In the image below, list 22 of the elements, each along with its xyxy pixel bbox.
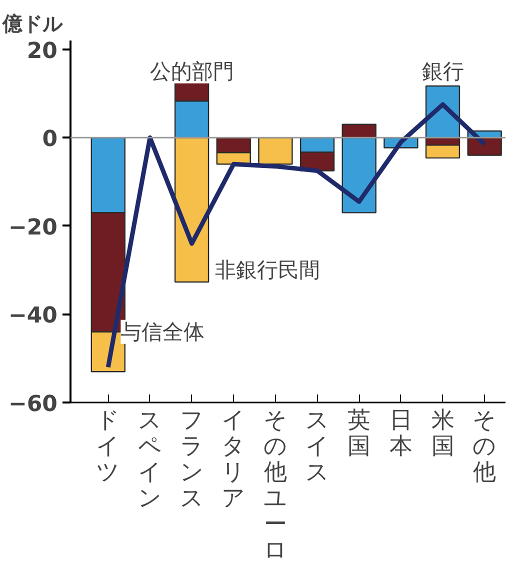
y-axis-title: 億ドル bbox=[2, 12, 64, 36]
x-tick-label: スイス bbox=[305, 408, 330, 486]
y-tick-label: −40 bbox=[8, 304, 58, 329]
x-tick-label: その他ユーロ bbox=[263, 408, 288, 564]
x-tick-label: スペイン bbox=[138, 408, 162, 512]
x-tick-label: ドイツ bbox=[96, 408, 120, 486]
x-tick-label: その他 bbox=[472, 408, 497, 486]
y-tick-label: 20 bbox=[26, 38, 58, 64]
x-tick-label: 米国 bbox=[431, 408, 454, 460]
series-label: 銀行 bbox=[422, 59, 464, 84]
bar bbox=[258, 137, 293, 165]
x-tick-label: 日本 bbox=[389, 408, 412, 460]
x-tick-label: 英国 bbox=[348, 408, 371, 460]
series-label: 与信全体 bbox=[120, 320, 205, 344]
x-tick-label: イタリア bbox=[222, 408, 246, 512]
y-tick-label: 0 bbox=[42, 127, 58, 152]
y-tick-label: −20 bbox=[8, 215, 58, 240]
line-series bbox=[106, 102, 487, 370]
x-tick-label: フランス bbox=[180, 408, 204, 512]
series-label: 非銀行民間 bbox=[214, 258, 320, 282]
y-tick-label: −60 bbox=[8, 392, 58, 417]
series-label: 公的部門 bbox=[150, 59, 234, 84]
